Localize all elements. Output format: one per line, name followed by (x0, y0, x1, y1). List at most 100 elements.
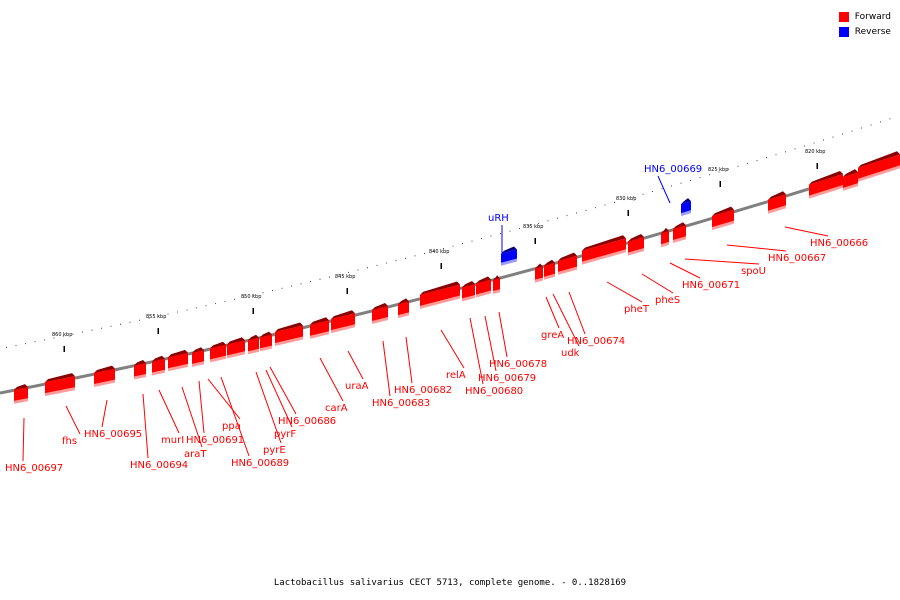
gene-label-line (207, 378, 241, 420)
gene-HN6_00679[interactable]: HN6_00679 (476, 276, 536, 384)
minor-tick (414, 255, 416, 257)
minor-tick (243, 296, 245, 298)
major-tick (440, 263, 442, 269)
minor-tick (718, 171, 720, 173)
minor-tick (642, 193, 644, 195)
gene-label: pheS (655, 295, 680, 306)
major-tick (719, 181, 721, 187)
gene-HN6_00683[interactable]: HN6_00683 (372, 303, 430, 409)
gene-label-line (498, 311, 508, 358)
gene-body (858, 154, 900, 179)
gene-label: spoU (741, 266, 766, 277)
gene-body (809, 173, 843, 196)
gene-HN6_00695[interactable]: HN6_00695 (84, 365, 142, 440)
gene-top (210, 341, 226, 349)
gene-label-line (606, 281, 643, 303)
gene-murI[interactable]: murI (152, 355, 184, 446)
gene-label: udk (561, 348, 580, 359)
gene-HN6_00666[interactable]: HN6_00666 (768, 191, 868, 249)
gene-pyrF[interactable]: pyrF (260, 331, 296, 440)
minor-tick (53, 337, 55, 339)
gene-HN6_00694[interactable]: HN6_00694 (130, 359, 188, 471)
minor-tick (34, 341, 36, 343)
gene-body (462, 284, 475, 299)
gene-label-line (142, 393, 149, 459)
gene-HN6_00697[interactable]: HN6_00697 (5, 384, 63, 474)
gene-continuation[interactable] (843, 169, 858, 191)
gene-udk[interactable]: udk (544, 259, 580, 359)
gene-HN6_00678[interactable]: HN6_00678 (489, 275, 547, 370)
minor-tick (766, 157, 767, 159)
gene-HN6_00674[interactable]: HN6_00674 (558, 252, 625, 347)
gene-HN6_00686[interactable]: HN6_00686 (269, 322, 336, 427)
gene-body (768, 194, 786, 211)
gene-HN6_00671[interactable]: HN6_00671 (661, 227, 740, 291)
minor-tick (690, 179, 691, 181)
gene-top (45, 373, 75, 383)
gene-top (420, 281, 460, 295)
gene-body (398, 301, 409, 316)
minor-tick (823, 139, 824, 141)
gene-body (94, 368, 115, 385)
minor-tick (405, 257, 406, 259)
reverse-swatch (838, 26, 849, 37)
gene-pyrE[interactable]: pyrE (248, 334, 286, 456)
minor-tick (310, 281, 311, 283)
gene-HN6_00691[interactable]: HN6_00691 (186, 347, 244, 446)
gene-continuation[interactable] (858, 151, 900, 182)
minor-tick (357, 269, 359, 271)
gene-HN6_00667[interactable]: HN6_00667 (712, 206, 826, 264)
gene-HN6_00689[interactable]: HN6_00689 (220, 337, 289, 469)
gene-pheT[interactable]: pheT (582, 235, 650, 315)
gene-top (501, 246, 517, 254)
gene-top (476, 276, 491, 284)
gene-top (310, 317, 329, 325)
gene-body (843, 172, 858, 188)
minor-tick (196, 307, 197, 309)
gene-top (331, 310, 355, 320)
minor-tick (120, 323, 121, 325)
gene-label: araT (184, 449, 207, 460)
gene-label: HN6_00686 (278, 416, 336, 427)
minor-tick (329, 276, 330, 278)
gene-uRH[interactable]: uRH (488, 213, 517, 266)
gene-label-line (657, 175, 671, 204)
minor-tick (566, 215, 568, 217)
gene-greA[interactable]: greA (535, 263, 564, 341)
gene-label-line (405, 336, 413, 384)
gene-top (227, 337, 245, 345)
gene-label: murI (161, 435, 184, 446)
tick-label: 840 kbp (429, 249, 449, 255)
major-tick (252, 308, 254, 314)
minor-tick (110, 325, 112, 327)
gene-label: HN6_00674 (567, 336, 625, 347)
gene-ppa[interactable]: ppa (207, 341, 241, 432)
gene-fhs[interactable]: fhs (45, 373, 81, 447)
gene-pheS[interactable]: pheS (628, 234, 680, 306)
gene-HN6_00669[interactable]: HN6_00669 (644, 164, 702, 217)
minor-tick (158, 315, 159, 317)
gene-label: HN6_00683 (372, 398, 430, 409)
gene-label: pyrE (263, 445, 286, 456)
gene-HN6_00682[interactable]: HN6_00682 (394, 298, 452, 396)
major-tick (627, 210, 629, 216)
gene-carA[interactable]: carA (310, 317, 348, 414)
gene-relA[interactable]: relA (420, 281, 466, 381)
gene-uraA[interactable]: uraA (331, 310, 369, 392)
minor-tick (6, 346, 7, 348)
gene-label: HN6_00682 (394, 385, 452, 396)
gene-continuation[interactable] (809, 170, 843, 199)
gene-label-line (265, 369, 293, 428)
gene-HN6_00680[interactable]: HN6_00680 (462, 281, 523, 397)
gene-label-line (552, 293, 580, 347)
gene-top (248, 334, 259, 341)
gene-spoU[interactable]: spoU (673, 222, 766, 277)
minor-ticks (6, 118, 891, 348)
minor-tick (794, 148, 796, 150)
minor-tick (367, 267, 368, 269)
gene-body (168, 352, 188, 369)
major-tick (816, 163, 818, 169)
minor-tick (737, 165, 739, 167)
gene-araT[interactable]: araT (168, 349, 207, 460)
minor-tick (424, 252, 425, 254)
